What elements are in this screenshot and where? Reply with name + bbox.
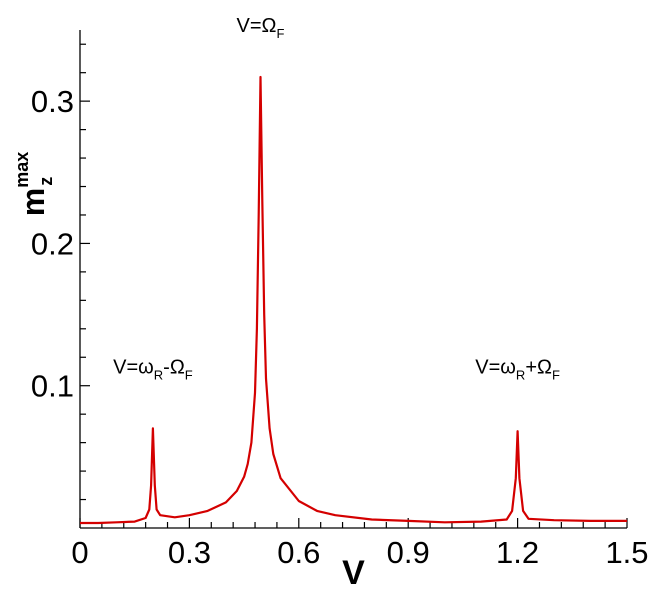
annotations: V=ωR-ΩF V=ΩF V=ωR+ΩF (113, 15, 560, 382)
x-tick-label: 0 (71, 535, 88, 570)
x-tick-label: 0.6 (277, 535, 320, 570)
axes: 0 0.3 0.6 0.9 1.2 1.5 0.1 0.2 0.3 (31, 30, 649, 570)
x-tick-label: 1.2 (496, 535, 539, 570)
y-axis-label: mmax z (12, 152, 56, 216)
x-tick-label: 1.5 (605, 535, 648, 570)
x-tick-label: 0.9 (387, 535, 430, 570)
peak-annotation: V=ΩF (237, 15, 285, 41)
x-axis-title: V (342, 554, 365, 591)
peak-annotation: V=ωR+ΩF (475, 357, 560, 383)
x-tick-label: 0.3 (168, 535, 211, 570)
y-ticks: 0.1 0.2 0.3 (31, 43, 90, 501)
y-tick-label: 0.1 (31, 369, 74, 404)
y-tick-label: 0.3 (31, 84, 74, 119)
y-tick-label: 0.2 (31, 226, 74, 261)
x-ticks: 0 0.3 0.6 0.9 1.2 1.5 (71, 518, 649, 570)
series-line (80, 75, 627, 525)
peak-annotation: V=ωR-ΩF (113, 357, 193, 383)
y-axis-title: mmax z (12, 152, 56, 216)
